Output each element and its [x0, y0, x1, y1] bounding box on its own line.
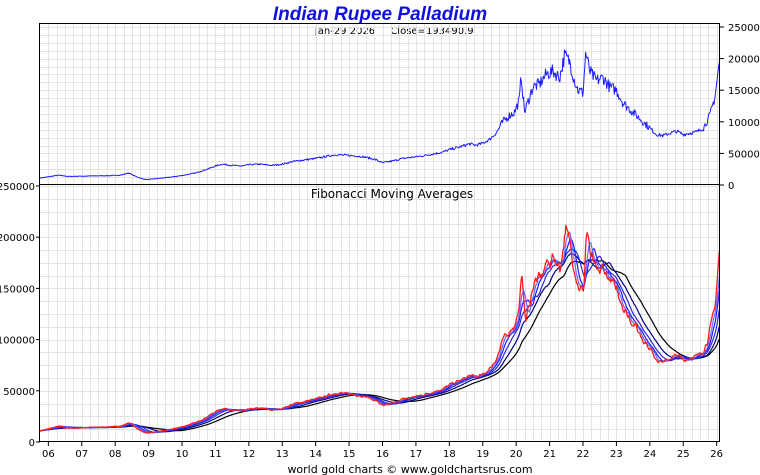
- x-tick-label: 10: [176, 449, 189, 460]
- bottom-panel-frame: [39, 184, 720, 442]
- bottom-y-tick-label: 50000: [3, 387, 35, 398]
- x-tick-label: 09: [142, 449, 155, 460]
- x-tick-label: 16: [376, 449, 389, 460]
- bottom-y-tick-label: 0: [29, 438, 35, 449]
- subtitle-date: Jan-29 2026: [314, 26, 375, 37]
- x-tick-label: 12: [242, 449, 255, 460]
- bottom-panel-y-axis: 0 50000 100000 150000 200000 250000: [0, 182, 40, 449]
- top-y-tick-label: 150000: [728, 86, 760, 97]
- top-panel-y-axis: 0 50000 100000 150000 200000 250000: [720, 23, 760, 192]
- x-tick-label: 08: [109, 449, 122, 460]
- x-tick-label: 19: [476, 449, 489, 460]
- x-tick-label: 25: [677, 449, 690, 460]
- moving-average-3: [39, 231, 720, 434]
- chart-title: Indian Rupee Palladium: [273, 4, 487, 25]
- top-y-tick-label: 100000: [728, 118, 760, 129]
- x-tick-label: 17: [410, 449, 423, 460]
- bottom-panel-grid: [40, 185, 720, 442]
- x-tick-label: 24: [643, 449, 656, 460]
- x-tick-label: 18: [443, 449, 456, 460]
- x-tick-label: 13: [276, 449, 289, 460]
- x-tick-label: 21: [543, 449, 556, 460]
- top-y-tick-label: 0: [728, 181, 734, 192]
- bottom-y-tick-label: 150000: [0, 284, 35, 295]
- x-tick-label: 14: [309, 449, 322, 460]
- x-tick-label: 23: [610, 449, 623, 460]
- top-y-tick-label: 200000: [728, 55, 760, 66]
- top-y-tick-label: 50000: [728, 149, 760, 160]
- x-tick-label: 06: [42, 449, 55, 460]
- bottom-y-tick-label: 200000: [0, 233, 35, 244]
- bottom-panel-title: Fibonacci Moving Averages: [311, 187, 473, 201]
- bottom-y-tick-label: 250000: [0, 182, 35, 193]
- x-tick-label: 15: [343, 449, 356, 460]
- x-tick-label: 07: [75, 449, 88, 460]
- top-panel-frame: [39, 23, 720, 185]
- bottom-y-tick-label: 100000: [0, 336, 35, 347]
- x-axis: 06 07 08 09 10 11 12 13 14 15 16 17 18 19 20 21 22 23 24 25…: [42, 442, 723, 460]
- x-tick-label: 20: [510, 449, 523, 460]
- bottom-panel-series: [39, 224, 720, 434]
- price-line: [39, 49, 720, 181]
- x-tick-label: 22: [577, 449, 590, 460]
- top-y-tick-label: 250000: [728, 23, 760, 34]
- x-tick-label: 11: [209, 449, 222, 460]
- moving-average-1: [39, 224, 720, 434]
- footer-credit: world gold charts © www.goldchartsrus.co…: [287, 463, 532, 475]
- x-tick-label: 26: [710, 449, 723, 460]
- top-panel-grid: [40, 24, 720, 185]
- top-panel-series: [39, 49, 720, 181]
- subtitle-close: Close=193490.9: [390, 26, 473, 37]
- moving-average-13: [39, 253, 720, 433]
